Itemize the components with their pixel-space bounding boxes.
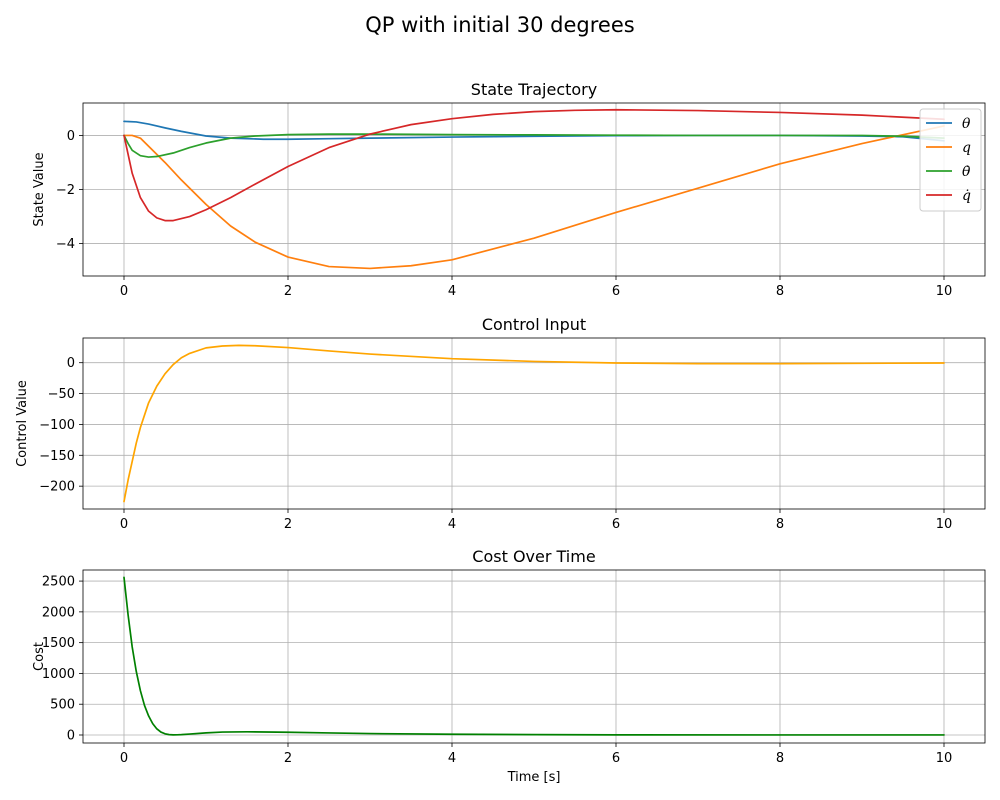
x-tick-label: 2 — [284, 517, 292, 532]
chart-2: 0 2 4 6 8 10 −200 −150 −100 −50 0 Control Input Cont… — [15, 315, 986, 532]
x-tick-label: 6 — [612, 517, 620, 532]
y-tick-label: −2 — [56, 183, 75, 198]
x-tick-label: 4 — [448, 284, 456, 299]
chart-title: State Trajectory — [471, 80, 597, 99]
y-tick-label: 1500 — [42, 636, 75, 651]
x-tick-label: 10 — [936, 284, 953, 299]
y-tick-label: 2000 — [42, 605, 75, 620]
series-line-q̇ — [123, 108, 945, 222]
legend-label: θ — [962, 116, 971, 132]
x-tick-label: 6 — [612, 751, 620, 766]
series-line-q — [123, 125, 945, 270]
figure-suptitle: QP with initial 30 degrees — [365, 13, 634, 37]
x-tick-label: 10 — [936, 751, 953, 766]
series-line-θ̇ — [123, 133, 945, 158]
x-tick-label: 8 — [776, 284, 784, 299]
x-axis-label: Time [s] — [507, 770, 561, 785]
charts-container: 0 2 4 6 8 10 −4 −2 0 State Trajectory State Value θ… — [15, 80, 986, 785]
y-tick-label: −100 — [39, 418, 75, 433]
x-tick-label: 4 — [448, 751, 456, 766]
y-tick-label: −200 — [39, 480, 75, 495]
y-tick-label: 0 — [67, 356, 75, 371]
x-tick-label: 8 — [776, 517, 784, 532]
y-tick-label: −50 — [48, 387, 75, 402]
legend-box — [919, 108, 982, 212]
y-tick-label: 0 — [67, 728, 75, 743]
chart-title: Control Input — [482, 315, 586, 334]
x-tick-label: 2 — [284, 751, 292, 766]
chart-title: Cost Over Time — [472, 547, 595, 566]
y-axis-label: State Value — [32, 152, 47, 226]
x-tick-label: 0 — [120, 751, 128, 766]
y-tick-label: 500 — [50, 698, 75, 713]
x-tick-label: 4 — [448, 517, 456, 532]
chart-1: 0 2 4 6 8 10 −4 −2 0 State Trajectory State Value θ… — [32, 80, 986, 299]
y-tick-label: 0 — [67, 129, 75, 144]
y-axis-label: Control Value — [15, 380, 30, 467]
x-tick-label: 2 — [284, 284, 292, 299]
y-tick-label: −4 — [56, 237, 75, 252]
x-tick-label: 10 — [936, 517, 953, 532]
series-line-θ — [123, 120, 945, 142]
y-axis-label: Cost — [32, 642, 47, 671]
legend: θq θ̇ q̇ — [919, 108, 982, 212]
legend-label: q — [962, 140, 971, 156]
chart-3: 0 2 4 6 8 10 0 500 1000 1500 2000 2500 Cost Over Tim… — [32, 547, 986, 785]
axes-frame — [82, 337, 986, 510]
x-tick-label: 8 — [776, 751, 784, 766]
series-line-series-1 — [123, 344, 945, 503]
legend-label: θ̇ — [962, 164, 971, 180]
y-tick-label: −150 — [39, 449, 75, 464]
axes-frame — [82, 569, 986, 744]
x-tick-label: 0 — [120, 284, 128, 299]
legend-label: q̇ — [962, 188, 971, 204]
x-tick-label: 0 — [120, 517, 128, 532]
y-tick-label: 1000 — [42, 667, 75, 682]
x-tick-label: 6 — [612, 284, 620, 299]
y-tick-label: 2500 — [42, 575, 75, 590]
series-line-series-1 — [123, 576, 945, 736]
